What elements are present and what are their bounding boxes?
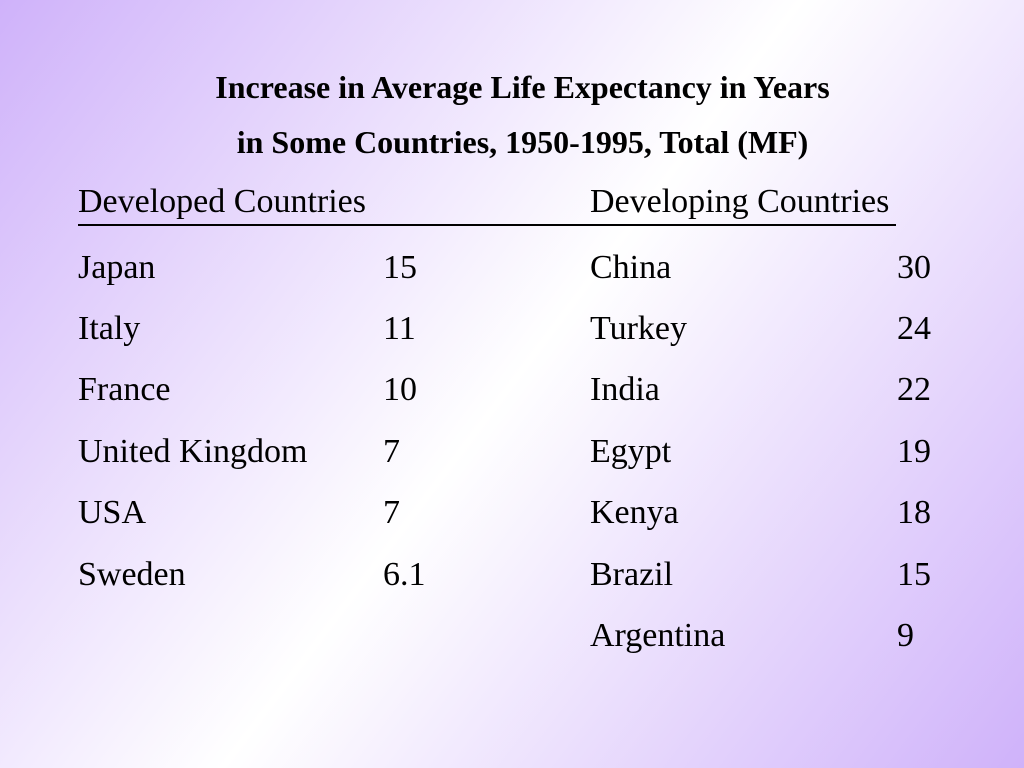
title-line-2: in Some Countries, 1950-1995, Total (MF) xyxy=(236,124,809,160)
developing-country-value: 24 xyxy=(897,310,931,348)
table-row: United Kingdom 7 Egypt 19 xyxy=(78,421,948,482)
developing-countries-header: Developing Countries xyxy=(590,183,890,220)
developed-country-value: 7 xyxy=(383,494,400,532)
developed-country-name: United Kingdom xyxy=(78,432,308,470)
developed-country-name: France xyxy=(78,371,171,409)
developing-country-name: Kenya xyxy=(590,494,679,532)
developed-countries-header: Developed Countries xyxy=(78,183,366,220)
developing-country-name: India xyxy=(590,371,660,409)
developing-country-name: China xyxy=(590,248,672,286)
developed-country-name: Italy xyxy=(78,310,141,348)
developing-country-name: Turkey xyxy=(590,310,687,348)
developed-country-name: Sweden xyxy=(78,555,186,593)
header-underline xyxy=(78,224,896,226)
developing-country-value: 15 xyxy=(897,555,931,593)
developed-country-value: 10 xyxy=(383,371,417,409)
table-row: Italy 11 Turkey 24 xyxy=(78,298,948,359)
life-expectancy-table: Developed Countries Developing Countries… xyxy=(78,180,948,667)
developing-country-value: 18 xyxy=(897,494,931,532)
table-row: USA 7 Kenya 18 xyxy=(78,483,948,544)
developed-country-name: Japan xyxy=(78,248,156,286)
title-line-1: Increase in Average Life Expectancy in Y… xyxy=(215,69,830,105)
table-row: Sweden 6.1 Brazil 15 xyxy=(78,544,948,605)
developing-country-name: Egypt xyxy=(590,432,672,470)
table-row: Argentina 9 xyxy=(78,605,948,666)
developed-country-name: USA xyxy=(78,494,147,532)
developing-country-value: 9 xyxy=(897,617,914,655)
table-header-row: Developed Countries Developing Countries xyxy=(78,180,948,226)
developed-country-value: 11 xyxy=(383,310,416,348)
developing-country-value: 30 xyxy=(897,248,931,286)
developing-country-name: Brazil xyxy=(590,555,674,593)
developed-country-value: 15 xyxy=(383,248,417,286)
slide-title: Increase in Average Life Expectancy in Y… xyxy=(21,60,1024,170)
table-row: Japan 15 China 30 xyxy=(78,237,948,298)
developing-country-name: Argentina xyxy=(590,617,726,655)
table-rows: Japan 15 China 30 Italy 11 Turkey 24 France 10 Ind… xyxy=(78,237,948,667)
developed-country-value: 6.1 xyxy=(383,555,426,593)
developing-country-value: 19 xyxy=(897,432,931,470)
developing-country-value: 22 xyxy=(897,371,931,409)
developed-country-value: 7 xyxy=(383,432,400,470)
table-row: France 10 India 22 xyxy=(78,360,948,421)
